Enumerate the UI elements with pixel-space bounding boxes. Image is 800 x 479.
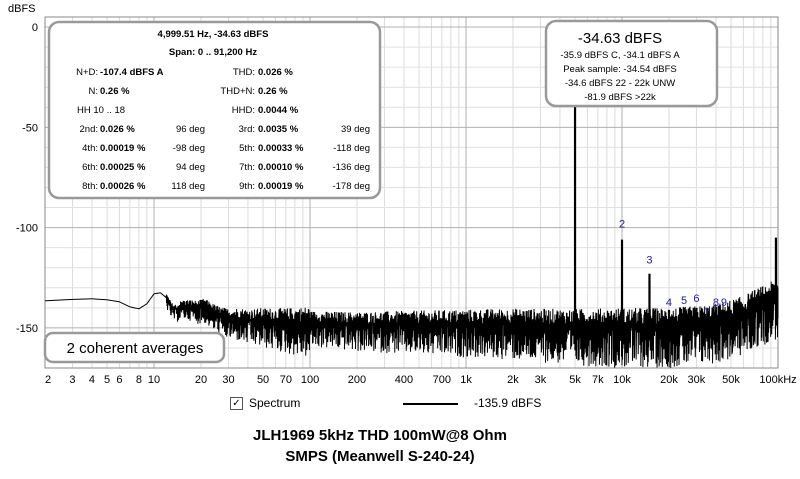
legend: ✓ Spectrum -135.9 dBFS: [228, 395, 588, 413]
x-tick-label: 10k: [613, 374, 631, 386]
info-cell: 6th:: [82, 162, 98, 173]
measurement-info-box: 4,999.51 Hz, -34.63 dBFS Span: 0 .. 91,2…: [47, 20, 382, 200]
info-cell: THD+N:: [220, 86, 255, 97]
info-cell: 0.00019 %: [258, 181, 304, 192]
harmonic-label: 7: [704, 307, 710, 319]
averages-box: 2 coherent averages: [43, 331, 226, 364]
caption-line-2: SMPS (Meanwell S-240-24): [285, 448, 475, 465]
info-cell: 0.00033 %: [258, 143, 304, 154]
y-axis-label: dBFS: [8, 3, 36, 15]
averages-text: 2 coherent averages: [67, 340, 204, 357]
x-tick-label: 6: [116, 374, 122, 386]
info-cell: -178 deg: [332, 181, 370, 192]
spectrum-checkbox[interactable]: ✓: [230, 397, 243, 410]
y-tick-labels: 0 -50 -100 -150: [16, 22, 38, 335]
level-box-line-1: -35.9 dBFS C, -34.1 dBFS A: [560, 50, 680, 61]
caption-line-1: JLH1969 5kHz THD 100mW@8 Ohm: [253, 427, 507, 444]
info-cell: THD:: [233, 67, 255, 78]
level-box-title: -34.63 dBFS: [578, 30, 662, 47]
info-cell: 0.026 %: [100, 124, 135, 135]
harmonic-annotations: 2 3 4 5 678 9: [619, 219, 727, 319]
x-tick-label: 200: [348, 374, 366, 386]
level-box-line-3: -34.6 dBFS 22 - 22k UNW: [565, 78, 675, 89]
info-cell: N:: [89, 86, 99, 97]
x-tick-label: 8: [136, 374, 142, 386]
info-span: Span: 0 .. 91,200 Hz: [169, 47, 257, 58]
x-tick-label: 7k: [592, 374, 604, 386]
info-cell: 39 deg: [341, 124, 370, 135]
x-tick-label: 5k: [569, 374, 581, 386]
level-info-box: -34.63 dBFS -35.9 dBFS C, -34.1 dBFS A P…: [544, 19, 719, 108]
x-tick-label: 100kHz: [759, 374, 796, 386]
harmonic-label: 9: [721, 297, 727, 309]
harmonic-label: 3: [646, 255, 652, 267]
x-tick-label: 400: [395, 374, 413, 386]
info-cell: 5th:: [239, 143, 255, 154]
x-tick-label: 70: [280, 374, 292, 386]
info-cell: -136 deg: [332, 162, 370, 173]
info-cell: 4th:: [82, 143, 98, 154]
info-cell: 3rd:: [239, 124, 255, 135]
harmonic-label: 6: [693, 293, 699, 305]
harmonic-label: 2: [619, 219, 625, 231]
info-cell: -118 deg: [333, 143, 370, 154]
x-tick-label: 2k: [507, 374, 519, 386]
x-tick-label: 100: [301, 374, 319, 386]
info-cell: HHD:: [232, 105, 255, 116]
harmonic-label: 4: [666, 297, 672, 309]
info-cell: N+D:: [76, 67, 98, 78]
x-tick-label: 1k: [460, 374, 472, 386]
x-tick-label: 2: [45, 374, 51, 386]
x-tick-label: 20k: [660, 374, 678, 386]
info-cell: 0.00019 %: [100, 143, 146, 154]
info-cell: 7th:: [239, 162, 255, 173]
info-cell: 94 deg: [176, 162, 205, 173]
harmonic-label: 5: [681, 295, 687, 307]
x-tick-labels: 2 3 4 5 6 8 10 20 30 50 70 100 200 400 700 1k 2k 3k 5k 7k 10…: [45, 374, 797, 386]
y-tick-label: -100: [16, 223, 38, 235]
info-cell: 0.26 %: [258, 86, 288, 97]
info-cell: 2nd:: [80, 124, 99, 135]
y-tick-label: 0: [32, 22, 38, 34]
info-cell: 0.026 %: [258, 67, 293, 78]
x-tick-label: 30k: [688, 374, 706, 386]
level-box-line-4: -81.9 dBFS >22k: [584, 92, 656, 103]
info-cell: 0.0044 %: [258, 105, 299, 116]
info-cell: -98 deg: [173, 143, 205, 154]
spectrum-trace: [44, 281, 779, 368]
level-box-line-2: Peak sample: -34.54 dBFS: [563, 64, 677, 75]
legend-line-swatch: [403, 403, 458, 405]
info-cell: 0.00026 %: [100, 181, 146, 192]
info-cell: HH 10 .. 18: [77, 105, 125, 116]
y-tick-label: -50: [22, 122, 38, 134]
info-cell: 118 deg: [171, 181, 205, 192]
harmonic-label: 8: [713, 297, 719, 309]
info-cell: -107.4 dBFS A: [100, 67, 164, 78]
info-cell: 9th:: [239, 181, 255, 192]
x-tick-label: 50k: [722, 374, 740, 386]
info-cell: 8th:: [82, 181, 98, 192]
info-cell: 96 deg: [176, 124, 205, 135]
spectrum-series: [44, 96, 779, 368]
x-tick-label: 5: [104, 374, 110, 386]
x-tick-label: 3k: [535, 374, 547, 386]
info-cell: 0.0035 %: [258, 124, 299, 135]
y-tick-label: -150: [16, 323, 38, 335]
x-tick-label: 4: [89, 374, 95, 386]
x-tick-label: 50: [257, 374, 269, 386]
info-cell: 0.00025 %: [100, 162, 146, 173]
x-tick-label: 10: [148, 374, 160, 386]
plot-frame: [44, 16, 779, 369]
info-cell: 0.26 %: [100, 86, 130, 97]
x-tick-label: 30: [222, 374, 234, 386]
x-tick-label: 20: [195, 374, 207, 386]
spectrum-chart: 234 5 678 9 2 3 4 5 6 8 10 20 30 50 70 100 200 400 700 1k 2…: [8, 3, 797, 386]
x-tick-label: 3: [69, 374, 75, 386]
info-frequency-level: 4,999.51 Hz, -34.63 dBFS: [158, 29, 269, 40]
legend-spectrum-value: -135.9 dBFS: [474, 396, 542, 410]
legend-spectrum-label: Spectrum: [249, 396, 301, 410]
info-cell: 0.00010 %: [258, 162, 304, 173]
x-tick-label: 700: [433, 374, 451, 386]
info-rows: N+D: -107.4 dBFS A THD: 0.026 %N: 0.26 % THD+…: [76, 67, 370, 192]
